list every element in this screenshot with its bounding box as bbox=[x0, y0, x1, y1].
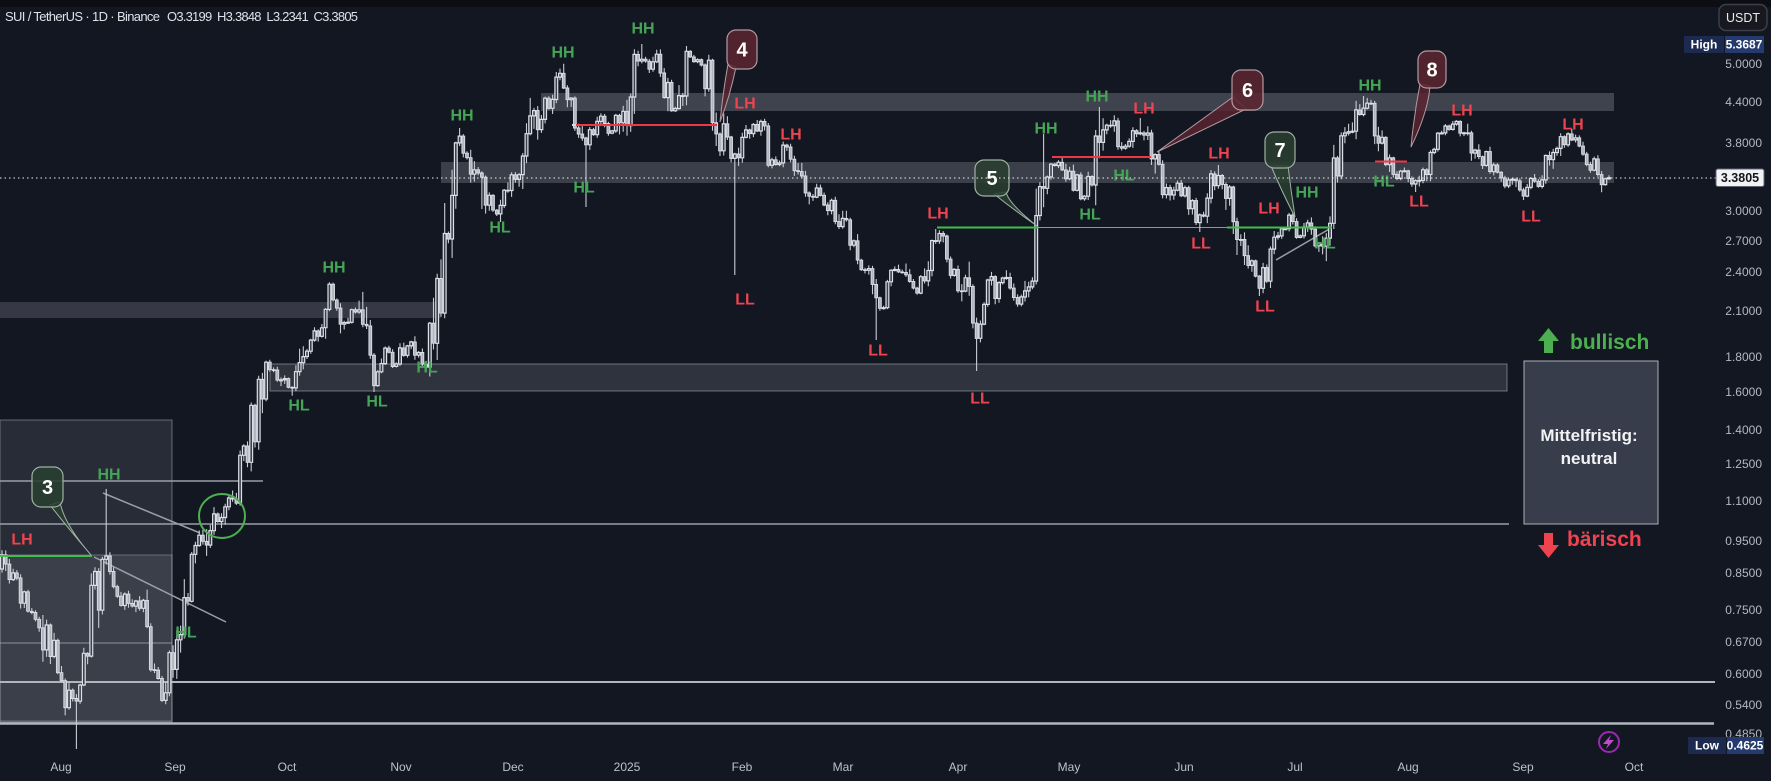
svg-text:HH: HH bbox=[1034, 121, 1057, 138]
svg-text:0.4625: 0.4625 bbox=[1727, 739, 1764, 753]
svg-text:Mittelfristig:: Mittelfristig: bbox=[1540, 426, 1637, 445]
svg-text:HH: HH bbox=[551, 45, 574, 62]
svg-text:HL: HL bbox=[1373, 174, 1395, 191]
svg-text:Sep: Sep bbox=[164, 760, 186, 774]
svg-text:LL: LL bbox=[1255, 299, 1275, 316]
svg-text:Oct: Oct bbox=[278, 760, 297, 774]
svg-text:HH: HH bbox=[1358, 78, 1381, 95]
svg-text:HL: HL bbox=[366, 394, 388, 411]
svg-text:HL: HL bbox=[416, 360, 438, 377]
svg-text:LL: LL bbox=[735, 292, 755, 309]
svg-text:HH: HH bbox=[97, 467, 120, 484]
svg-text:2.7000: 2.7000 bbox=[1725, 234, 1762, 248]
svg-text:1.4000: 1.4000 bbox=[1725, 423, 1762, 437]
svg-text:LH: LH bbox=[1562, 117, 1583, 134]
svg-text:LH: LH bbox=[1451, 103, 1472, 120]
svg-text:LH: LH bbox=[780, 127, 801, 144]
svg-text:5.0000: 5.0000 bbox=[1725, 57, 1762, 71]
svg-text:5: 5 bbox=[986, 168, 997, 190]
svg-text:0.8500: 0.8500 bbox=[1725, 566, 1762, 580]
svg-text:HH: HH bbox=[1295, 185, 1318, 202]
svg-text:Aug: Aug bbox=[1397, 760, 1418, 774]
svg-text:USDT: USDT bbox=[1726, 11, 1760, 25]
svg-text:2.4000: 2.4000 bbox=[1725, 265, 1762, 279]
svg-text:2.1000: 2.1000 bbox=[1725, 304, 1762, 318]
svg-text:LL: LL bbox=[1191, 236, 1211, 253]
svg-text:1.6000: 1.6000 bbox=[1725, 385, 1762, 399]
svg-text:HL: HL bbox=[175, 625, 197, 642]
svg-text:0.6700: 0.6700 bbox=[1725, 635, 1762, 649]
svg-text:1.1000: 1.1000 bbox=[1725, 494, 1762, 508]
svg-text:Jun: Jun bbox=[1174, 760, 1193, 774]
svg-text:LH: LH bbox=[1208, 146, 1229, 163]
svg-text:6: 6 bbox=[1242, 80, 1253, 102]
svg-text:LL: LL bbox=[868, 343, 888, 360]
svg-text:LL: LL bbox=[970, 391, 990, 408]
svg-text:HH: HH bbox=[631, 21, 654, 38]
svg-text:0.9500: 0.9500 bbox=[1725, 534, 1762, 548]
svg-text:HL: HL bbox=[288, 398, 310, 415]
svg-text:HH: HH bbox=[1085, 89, 1108, 106]
svg-text:HL: HL bbox=[1079, 207, 1101, 224]
svg-text:LH: LH bbox=[1133, 101, 1154, 118]
svg-text:Feb: Feb bbox=[732, 760, 753, 774]
svg-text:LL: LL bbox=[1409, 194, 1429, 211]
svg-text:HH: HH bbox=[322, 260, 345, 277]
svg-text:4: 4 bbox=[736, 40, 748, 62]
svg-text:Sep: Sep bbox=[1512, 760, 1534, 774]
svg-text:1.2500: 1.2500 bbox=[1725, 457, 1762, 471]
svg-text:Aug: Aug bbox=[50, 760, 71, 774]
svg-text:bärisch: bärisch bbox=[1567, 528, 1642, 551]
svg-text:8: 8 bbox=[1426, 60, 1437, 82]
svg-text:3: 3 bbox=[42, 477, 53, 499]
svg-text:3.0000: 3.0000 bbox=[1725, 204, 1762, 218]
svg-text:HH: HH bbox=[450, 108, 473, 125]
svg-text:LH: LH bbox=[927, 206, 948, 223]
svg-text:5.3687: 5.3687 bbox=[1726, 38, 1763, 52]
svg-text:Oct: Oct bbox=[1625, 760, 1644, 774]
svg-text:May: May bbox=[1058, 760, 1081, 774]
svg-text:LH: LH bbox=[11, 532, 32, 549]
svg-text:SUI / TetherUS · 1D · Binance: SUI / TetherUS · 1D · Binance bbox=[5, 9, 160, 24]
svg-text:High: High bbox=[1691, 38, 1718, 52]
svg-text:HL: HL bbox=[573, 180, 595, 197]
svg-text:bullisch: bullisch bbox=[1570, 331, 1649, 354]
svg-text:Apr: Apr bbox=[949, 760, 968, 774]
svg-text:4.4000: 4.4000 bbox=[1725, 95, 1762, 109]
svg-text:0.5400: 0.5400 bbox=[1725, 698, 1762, 712]
svg-text:HL: HL bbox=[1113, 168, 1135, 185]
svg-text:neutral: neutral bbox=[1561, 449, 1618, 468]
svg-text:Nov: Nov bbox=[390, 760, 411, 774]
svg-text:3.3805: 3.3805 bbox=[1721, 171, 1759, 185]
svg-text:Mar: Mar bbox=[833, 760, 854, 774]
svg-text:O3.3199 H3.3848 L3.2341 C3.: O3.3199 H3.3848 L3.2341 C3.3805 bbox=[167, 9, 358, 24]
svg-text:Low: Low bbox=[1695, 739, 1720, 753]
svg-text:LL: LL bbox=[1521, 209, 1541, 226]
svg-text:LH: LH bbox=[1258, 201, 1279, 218]
svg-text:2025: 2025 bbox=[614, 760, 641, 774]
svg-text:1.8000: 1.8000 bbox=[1725, 350, 1762, 364]
svg-text:0.7500: 0.7500 bbox=[1725, 603, 1762, 617]
svg-text:HL: HL bbox=[1314, 236, 1336, 253]
svg-text:0.6000: 0.6000 bbox=[1725, 667, 1762, 681]
svg-text:Dec: Dec bbox=[502, 760, 523, 774]
svg-text:Jul: Jul bbox=[1287, 760, 1302, 774]
svg-text:LH: LH bbox=[734, 96, 755, 113]
svg-text:7: 7 bbox=[1274, 140, 1285, 162]
svg-text:3.8000: 3.8000 bbox=[1725, 136, 1762, 150]
svg-text:HL: HL bbox=[489, 220, 511, 237]
